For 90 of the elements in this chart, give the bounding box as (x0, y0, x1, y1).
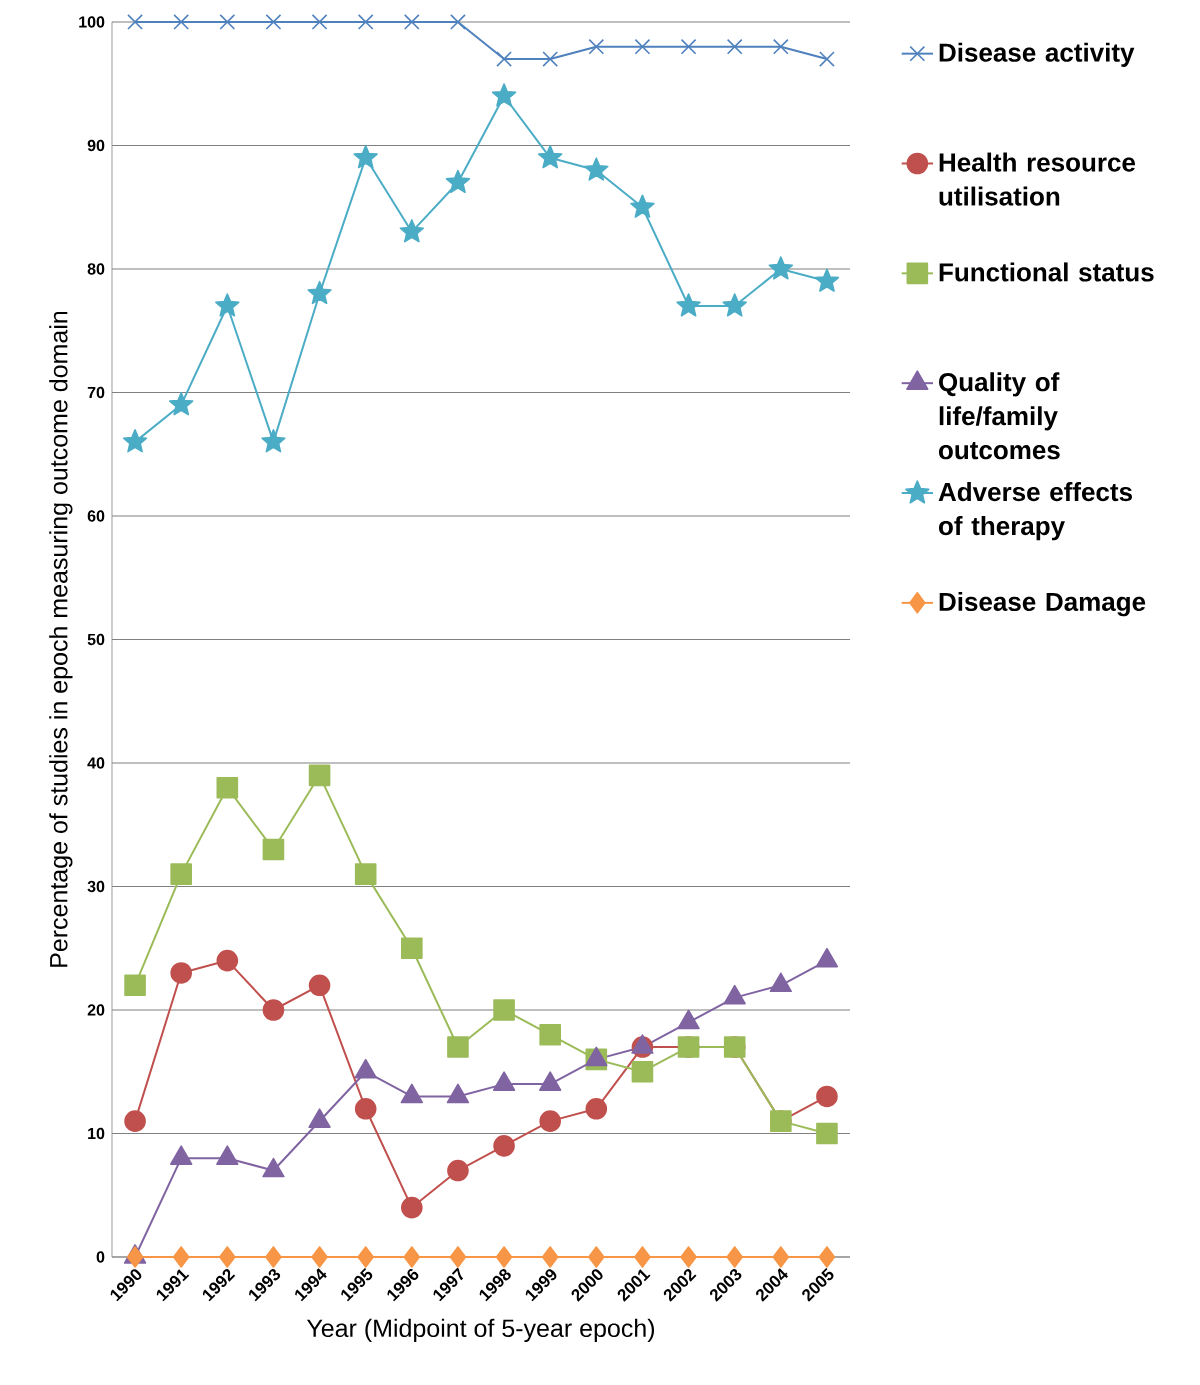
point (680, 1246, 697, 1268)
legend-label: Disease activity (939, 42, 1135, 67)
legend-label: Quality of life/family outcomes (938, 372, 1060, 460)
point (726, 38, 743, 55)
point (168, 392, 194, 416)
point (447, 1159, 469, 1182)
point (265, 14, 282, 30)
y-tick-label: 30 (87, 880, 105, 893)
legend-label: Adverse effects of therapy (938, 482, 1132, 541)
point (124, 1110, 146, 1132)
point (219, 1246, 236, 1268)
point (357, 1246, 374, 1268)
point (308, 974, 331, 997)
point (216, 776, 239, 799)
point (588, 38, 605, 55)
point (170, 863, 192, 885)
point (772, 1246, 790, 1268)
point (122, 429, 148, 453)
point (399, 219, 425, 243)
point (818, 1246, 836, 1268)
y-tick-label: 90 (87, 139, 105, 152)
y-tick-label: 0 (96, 1251, 105, 1263)
y-tick-label: 100 (79, 16, 105, 28)
point (676, 293, 701, 317)
point (173, 14, 190, 30)
point (215, 293, 240, 317)
point (541, 1246, 559, 1268)
point (819, 51, 835, 67)
point (262, 838, 285, 861)
point (634, 38, 651, 55)
point (539, 1110, 561, 1132)
point (449, 1246, 467, 1268)
point (170, 962, 192, 984)
point (542, 51, 559, 67)
point (311, 14, 328, 30)
point (816, 1085, 838, 1108)
point (495, 1246, 513, 1268)
point (127, 14, 143, 30)
point (539, 1023, 561, 1046)
point (357, 14, 374, 30)
y-tick-label: 60 (87, 510, 105, 522)
point (307, 280, 332, 305)
point (816, 1122, 838, 1145)
point (722, 293, 747, 317)
point (265, 1246, 282, 1268)
point (353, 145, 378, 169)
point (354, 1097, 377, 1120)
point (401, 1196, 423, 1219)
point (403, 14, 420, 30)
point (219, 14, 236, 30)
y-tick-label: 40 (87, 757, 105, 769)
point (403, 1246, 421, 1268)
point (493, 999, 515, 1021)
point (630, 194, 655, 218)
point (585, 1097, 608, 1120)
y-tick-label: 70 (87, 386, 105, 399)
point (124, 974, 146, 997)
point (772, 38, 789, 55)
point (216, 949, 239, 972)
point (262, 999, 285, 1021)
point (537, 145, 563, 169)
point (450, 14, 466, 30)
point (445, 169, 471, 194)
point (631, 1060, 654, 1083)
point (172, 1246, 190, 1268)
point (814, 268, 840, 292)
point (680, 38, 697, 55)
y-axis-title: Percentage of studies in epoch measuring outcome domain (49, 311, 73, 967)
legend-label: Health resource utilisation (939, 152, 1136, 206)
y-tick-label: 50 (87, 633, 105, 646)
y-tick-label: 80 (87, 263, 105, 275)
point (768, 256, 794, 280)
point (261, 429, 286, 453)
point (308, 764, 331, 787)
point (493, 1135, 515, 1157)
y-tick-label: 20 (87, 1004, 105, 1016)
x-axis-title: Year (Midpoint of 5-year epoch) (306, 1318, 655, 1343)
point (354, 863, 377, 885)
point (634, 1246, 651, 1268)
legend-label: Functional status (939, 262, 1154, 282)
point (588, 1246, 605, 1268)
point (491, 83, 517, 107)
point (496, 51, 512, 67)
point (401, 937, 423, 960)
y-tick-label: 10 (88, 1127, 105, 1140)
point (311, 1246, 328, 1268)
legend-label: Disease Damage (939, 591, 1146, 617)
point (726, 1246, 743, 1268)
point (584, 157, 609, 181)
point (447, 1036, 469, 1058)
